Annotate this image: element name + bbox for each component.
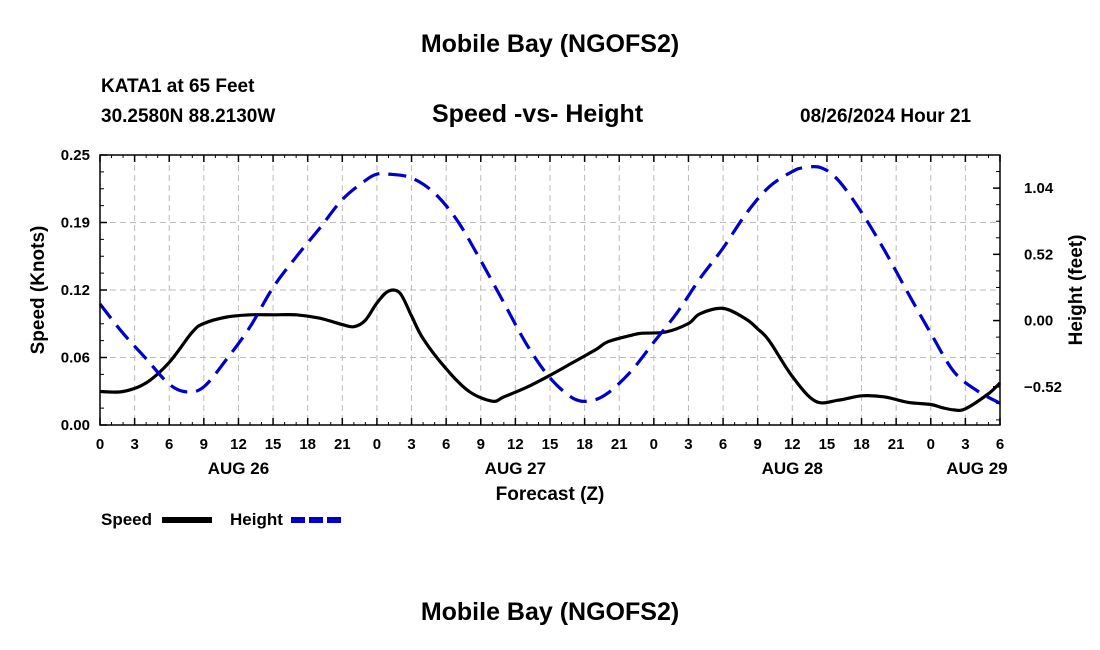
y-tick-label: 0.19 [61,215,90,232]
x-tick-label: 21 [611,436,628,453]
x-tick-label: 0 [927,436,935,453]
series-layer [98,165,1002,413]
x-tick-label: 18 [576,436,593,453]
x-tick-label: 12 [784,436,801,453]
x-tick-label: 15 [265,436,282,453]
axis-ticks [99,154,1001,426]
y-axis-title-height: Height (feet) [1066,235,1087,346]
x-tick-label: 15 [542,436,559,453]
x-tick-label: 21 [888,436,905,453]
footer-title: Mobile Bay (NGOFS2) [420,598,680,626]
axis-labels: 0 3 6 9 12 15 18 21 0 3 6 9 12 15 18 21 0 3 6 9 12 15 18 21 0 3 6 A… [61,147,1062,478]
x-tick-label: 9 [754,436,762,453]
legend-label-height: Height [230,510,283,529]
y-tick-label: 0.25 [61,147,90,164]
date-label: AUG 29 [946,459,1007,478]
x-tick-label: 12 [230,436,247,453]
station-name: KATA1 at 65 Feet [101,76,255,97]
date-label: AUG 28 [762,459,823,478]
forecast-datetime: 08/26/2024 Hour 21 [800,106,972,127]
page-title: Mobile Bay (NGOFS2) [420,30,680,58]
x-tick-label: 21 [334,436,351,453]
x-tick-label: 0 [373,436,381,453]
x-tick-label: 3 [961,436,969,453]
x-tick-label: 6 [719,436,727,453]
x-tick-label: 6 [442,436,450,453]
height-series-line [98,165,1001,405]
x-tick-label: 0 [96,436,104,453]
y2-tick-label: 0.00 [1024,313,1053,330]
speed-series-line [99,288,1002,413]
y-tick-label: 0.00 [61,417,90,434]
y2-tick-label: −0.52 [1024,379,1062,396]
legend-label-speed: Speed [101,510,152,529]
x-tick-label: 15 [819,436,836,453]
chart-title: Speed -vs- Height [432,100,644,128]
y-tick-label: 0.06 [61,350,90,367]
y2-tick-label: 1.04 [1024,180,1054,197]
date-label: AUG 27 [485,459,546,478]
x-tick-label: 0 [650,436,658,453]
station-coordinates: 30.2580N 88.2130W [101,106,276,127]
grid-lines [100,155,1000,425]
x-tick-label: 6 [996,436,1004,453]
x-tick-label: 3 [684,436,692,453]
date-label: AUG 26 [208,459,269,478]
x-tick-label: 12 [507,436,524,453]
x-tick-label: 9 [477,436,485,453]
x-tick-label: 18 [299,436,316,453]
legend: Speed Height [101,510,342,529]
y-tick-label: 0.12 [61,282,90,299]
x-tick-label: 3 [130,436,138,453]
y2-tick-label: 0.52 [1024,246,1053,263]
x-axis-title: Forecast (Z) [496,484,605,505]
x-tick-label: 9 [200,436,208,453]
x-tick-label: 3 [407,436,415,453]
y-axis-title-speed: Speed (Knots) [28,226,49,355]
x-tick-label: 6 [165,436,173,453]
x-tick-label: 18 [853,436,870,453]
